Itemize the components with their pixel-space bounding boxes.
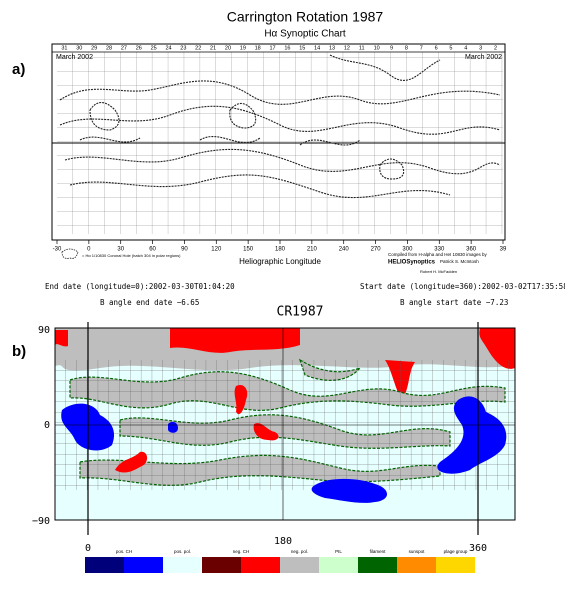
day-label: 12 — [344, 45, 350, 51]
b-angle-end: B angle end date −6.65 — [100, 298, 199, 307]
x-tick-label: 60 — [149, 247, 156, 253]
x-tick-label: 360 — [466, 247, 477, 253]
x-tick-label: 0 — [87, 247, 91, 253]
legend-swatch — [397, 557, 436, 573]
day-label: 30 — [76, 45, 82, 51]
color-legend: pos. CH pos. pol. neg. CH neg. pol. PIL filam… — [85, 549, 475, 573]
legend-swatch — [124, 557, 163, 573]
panel-label: b) — [12, 343, 26, 360]
legend-label: plage group — [444, 549, 468, 554]
legend-label: pos. CH — [116, 549, 132, 554]
day-label: 2 — [494, 45, 497, 51]
chart-title: Carrington Rotation 1987 — [227, 9, 384, 25]
b-angle-start: B angle start date −7.23 — [400, 298, 508, 307]
legend-swatch — [280, 557, 319, 573]
map-axes: 90 0 −90 0 180 360 — [32, 325, 487, 554]
day-label: 23 — [180, 45, 186, 51]
logo: HELIOSynoptics — [388, 260, 436, 266]
day-label: 26 — [136, 45, 142, 51]
day-label: 21 — [210, 45, 216, 51]
x-tick-label: 360 — [469, 543, 487, 554]
x-tick-label: 0 — [85, 543, 91, 554]
x-tick-label: 39 — [500, 247, 507, 253]
legend-swatch — [202, 557, 241, 573]
x-tick-label: 180 — [274, 536, 292, 547]
legend-swatch — [85, 557, 124, 573]
day-label: 28 — [106, 45, 112, 51]
end-date: End date (longitude=0):2002-03-30T01:04:… — [45, 282, 235, 291]
day-label: 11 — [359, 45, 365, 51]
date-label: March 2002 — [465, 54, 502, 61]
synoptic-chart — [51, 43, 506, 241]
x-tick-label: 210 — [307, 247, 318, 253]
day-label: 5 — [449, 45, 452, 51]
y-tick-label: 90 — [38, 325, 50, 336]
legend-swatch — [436, 557, 475, 573]
day-label: 6 — [435, 45, 438, 51]
x-tick-label: 120 — [211, 247, 222, 253]
day-label: 20 — [225, 45, 231, 51]
legend-label: pos. pol. — [174, 549, 191, 554]
day-label: 22 — [195, 45, 201, 51]
legend-label: filament — [370, 549, 387, 554]
x-tick-label: -30 — [53, 247, 62, 253]
day-label: 29 — [91, 45, 97, 51]
legend-swatch — [163, 557, 202, 573]
legend-label: sunspot — [409, 549, 426, 554]
x-axis-label: Heliographic Longitude — [239, 257, 321, 266]
day-label: 10 — [374, 45, 380, 51]
legend-swatch — [358, 557, 397, 573]
day-label: 15 — [299, 45, 305, 51]
synoptic-map — [54, 322, 516, 535]
date-label: March 2002 — [56, 54, 93, 61]
legend-label: PIL — [335, 549, 342, 554]
day-label: 3 — [479, 45, 482, 51]
day-label: 18 — [255, 45, 261, 51]
y-tick-label: −90 — [32, 516, 50, 527]
credit: Compiled from H-alpha and HeI 10830 imag… — [388, 252, 488, 257]
day-label: 25 — [151, 45, 157, 51]
x-tick-label: 240 — [339, 247, 350, 253]
chart-subtitle: Hα Synoptic Chart — [264, 29, 346, 40]
x-tick-label: 150 — [243, 247, 254, 253]
day-label: 19 — [240, 45, 246, 51]
map-title: CR1987 — [277, 305, 324, 320]
x-tick-label: 30 — [117, 247, 124, 253]
day-label: 9 — [390, 45, 393, 51]
panel-label: a) — [12, 61, 25, 78]
day-label: 31 — [61, 45, 67, 51]
x-tick-label: 270 — [371, 247, 382, 253]
legend-label: neg. CH — [233, 549, 250, 554]
day-label: 14 — [314, 45, 320, 51]
day-label: 4 — [464, 45, 467, 51]
credit: Patrick S. McIntosh — [440, 259, 479, 264]
legend-icon — [61, 248, 79, 259]
legend-swatch — [241, 557, 280, 573]
start-date: Start date (longitude=360):2002-03-02T17… — [360, 282, 565, 291]
legend-text: = Hα 1/10830 Coronal Hole (hatch 304 in … — [82, 253, 181, 258]
day-label: 8 — [405, 45, 408, 51]
x-tick-label: 90 — [181, 247, 188, 253]
x-tick-label: 180 — [275, 247, 286, 253]
y-tick-label: 0 — [44, 420, 50, 431]
day-label: 17 — [270, 45, 276, 51]
day-label: 24 — [165, 45, 171, 51]
legend-swatch — [319, 557, 358, 573]
day-label: 27 — [121, 45, 127, 51]
day-row: 31 30 29 28 27 26 25 24 23 22 21 20 19 18 17 16 15 14 13 12… — [61, 45, 497, 51]
legend-label: neg. pol. — [291, 549, 308, 554]
credit: Robert H. McFadden — [420, 269, 457, 274]
x-tick-label: 300 — [402, 247, 413, 253]
x-axis: -30 0 30 60 90 120 150 180 210 240 270 300 330 360 39 — [53, 240, 507, 253]
day-label: 16 — [284, 45, 290, 51]
day-label: 7 — [420, 45, 423, 51]
day-label: 13 — [329, 45, 335, 51]
x-tick-label: 330 — [434, 247, 445, 253]
